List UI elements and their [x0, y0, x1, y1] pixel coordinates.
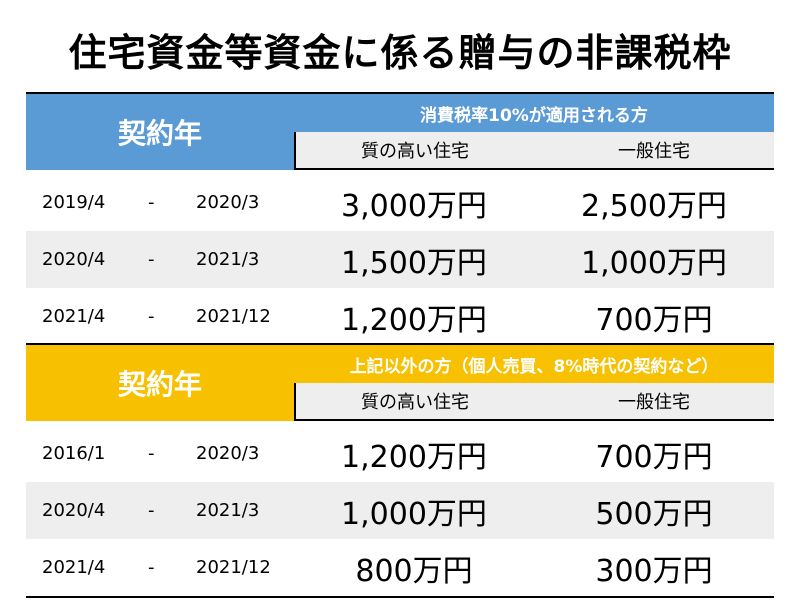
general-limit: 700万円: [595, 439, 713, 475]
table-body: 2016/1 - 2020/3 1,200万円 700万円 2020/4 - 2…: [26, 425, 774, 596]
table-row: 2016/1 - 2020/3 1,200万円 700万円: [26, 425, 774, 482]
table-header: 契約年 消費税率10%が適用される方 質の高い住宅 一般住宅: [26, 94, 774, 174]
high-quality-limit: 800万円: [355, 553, 473, 589]
period-separator: -: [148, 306, 155, 327]
general-limit: 1,000万円: [581, 245, 727, 281]
column-header-general: 一般住宅: [534, 132, 774, 170]
table-other-buyers: 契約年 上記以外の方（個人売買、8%時代の契約など） 質の高い住宅 一般住宅 2…: [26, 343, 774, 598]
table-row: 2019/4 - 2020/3 3,000万円 2,500万円: [26, 174, 774, 231]
high-quality-limit: 1,000万円: [341, 496, 487, 532]
period-end: 2021/3: [196, 500, 260, 521]
high-quality-limit: 1,200万円: [341, 302, 487, 338]
table-row: 2021/4 - 2021/12 800万円 300万円: [26, 539, 774, 596]
table-row: 2021/4 - 2021/12 1,200万円 700万円: [26, 288, 774, 345]
contract-year-header: 契約年: [26, 94, 294, 170]
general-limit: 300万円: [595, 553, 713, 589]
high-quality-limit: 1,500万円: [341, 245, 487, 281]
period-start: 2021/4: [42, 557, 106, 578]
period-start: 2019/4: [42, 192, 106, 213]
period-separator: -: [148, 249, 155, 270]
column-header-high-quality: 質の高い住宅: [294, 132, 534, 170]
period-start: 2021/4: [42, 306, 106, 327]
page-title: 住宅資金等資金に係る贈与の非課税枠: [68, 31, 732, 75]
contract-year-header: 契約年: [26, 345, 294, 421]
period-separator: -: [148, 192, 155, 213]
table-top-rule: [26, 343, 774, 345]
table-top-rule: [26, 92, 774, 94]
column-header-general: 一般住宅: [534, 383, 774, 421]
column-header-high-quality: 質の高い住宅: [294, 383, 534, 421]
high-quality-limit: 3,000万円: [341, 188, 487, 224]
period-separator: -: [148, 443, 155, 464]
table-row: 2020/4 - 2021/3 1,000万円 500万円: [26, 482, 774, 539]
period-end: 2021/3: [196, 249, 260, 270]
table-body: 2019/4 - 2020/3 3,000万円 2,500万円 2020/4 -…: [26, 174, 774, 345]
table-header: 契約年 上記以外の方（個人売買、8%時代の契約など） 質の高い住宅 一般住宅: [26, 345, 774, 425]
period-separator: -: [148, 557, 155, 578]
table-caption: 消費税率10%が適用される方: [294, 94, 774, 132]
period-start: 2016/1: [42, 443, 106, 464]
period-separator: -: [148, 500, 155, 521]
table-caption: 上記以外の方（個人売買、8%時代の契約など）: [294, 345, 774, 383]
high-quality-limit: 1,200万円: [341, 439, 487, 475]
period-start: 2020/4: [42, 249, 106, 270]
general-limit: 700万円: [595, 302, 713, 338]
general-limit: 2,500万円: [581, 188, 727, 224]
general-limit: 500万円: [595, 496, 713, 532]
period-end: 2020/3: [196, 443, 260, 464]
table-consumption-tax-10: 契約年 消費税率10%が適用される方 質の高い住宅 一般住宅 2019/4 - …: [26, 92, 774, 347]
period-end: 2021/12: [196, 306, 271, 327]
period-end: 2020/3: [196, 192, 260, 213]
period-end: 2021/12: [196, 557, 271, 578]
period-start: 2020/4: [42, 500, 106, 521]
table-row: 2020/4 - 2021/3 1,500万円 1,000万円: [26, 231, 774, 288]
table-bottom-rule: [26, 596, 774, 598]
